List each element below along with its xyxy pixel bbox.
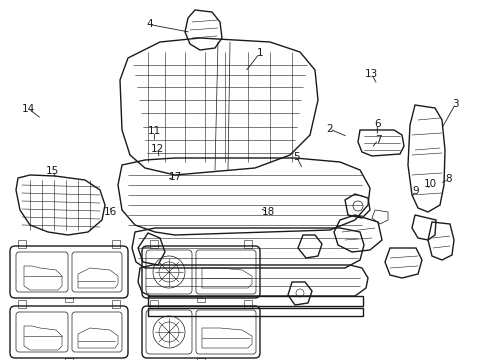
Bar xyxy=(150,300,158,308)
Bar xyxy=(112,300,120,308)
Text: 11: 11 xyxy=(147,126,161,136)
Text: 3: 3 xyxy=(452,99,459,109)
Text: 4: 4 xyxy=(146,19,153,30)
Text: 7: 7 xyxy=(375,135,382,145)
Text: 6: 6 xyxy=(374,119,381,129)
Bar xyxy=(197,298,205,302)
Bar xyxy=(65,298,73,302)
Text: 8: 8 xyxy=(445,174,452,184)
Text: 14: 14 xyxy=(22,104,35,114)
Bar xyxy=(148,296,363,306)
Bar xyxy=(244,300,252,308)
Text: 15: 15 xyxy=(46,166,60,176)
Text: 9: 9 xyxy=(412,186,419,196)
Bar xyxy=(244,240,252,248)
Bar xyxy=(18,240,26,248)
Text: 17: 17 xyxy=(169,172,182,182)
Text: 2: 2 xyxy=(326,124,333,134)
Text: 16: 16 xyxy=(104,207,118,217)
Text: 12: 12 xyxy=(151,144,165,154)
Text: 5: 5 xyxy=(293,152,300,162)
Bar xyxy=(150,240,158,248)
Bar xyxy=(112,240,120,248)
Text: 1: 1 xyxy=(256,48,263,58)
Text: 10: 10 xyxy=(424,179,437,189)
Text: 18: 18 xyxy=(262,207,275,217)
Text: 13: 13 xyxy=(365,69,378,79)
Bar xyxy=(148,308,363,316)
Bar xyxy=(18,300,26,308)
Bar xyxy=(197,358,205,360)
Bar xyxy=(65,358,73,360)
